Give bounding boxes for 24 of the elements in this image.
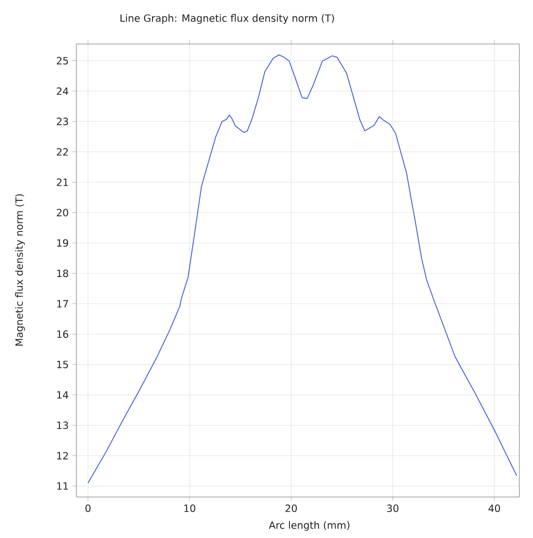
- y-tick-label: 12: [57, 452, 68, 460]
- y-tick-label: 13: [57, 422, 68, 430]
- y-tick-label: 16: [57, 330, 68, 338]
- chart-title: Line Graph: Magnetic flux density norm (T): [120, 14, 334, 24]
- y-tick-label: 15: [57, 360, 68, 368]
- x-tick-label: 40: [488, 504, 500, 512]
- x-tick-label: 30: [387, 504, 398, 512]
- y-tick-label: 11: [57, 482, 68, 490]
- y-axis-title: Magnetic flux density norm (T): [15, 194, 25, 346]
- line-series: [88, 54, 518, 484]
- y-tick-label: 24: [56, 87, 68, 95]
- y-tick-label: 18: [57, 270, 68, 278]
- y-tick-label: 21: [56, 178, 68, 186]
- y-tick-label: 14: [57, 391, 68, 399]
- y-tick-label: 20: [56, 208, 68, 216]
- y-tick-label: 19: [57, 239, 68, 247]
- x-tick-label: 20: [286, 504, 297, 512]
- x-tick-label: 10: [184, 504, 196, 512]
- y-tick-label: 17: [57, 300, 68, 308]
- y-tick-label: 25: [56, 56, 68, 64]
- x-tick-label: 0: [85, 504, 91, 512]
- y-tick-label: 23: [56, 118, 68, 126]
- y-tick-label: 22: [56, 148, 68, 156]
- x-axis-title: Arc length (mm): [268, 521, 350, 531]
